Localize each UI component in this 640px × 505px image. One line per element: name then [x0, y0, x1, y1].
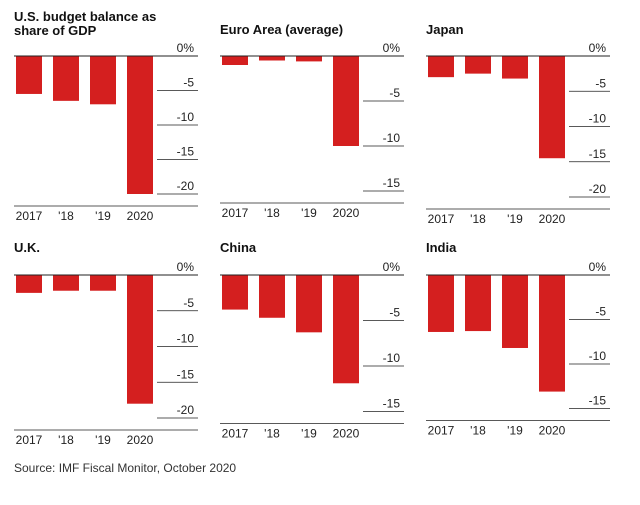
- x-tick-label: 2017: [16, 209, 43, 223]
- y-tick-label: -15: [177, 367, 195, 381]
- bar: [222, 56, 248, 65]
- chart-panel: Japan 0% -5 -10 -15 -20 2017 '18 '19 2020: [426, 22, 610, 226]
- x-tick-label: 2020: [333, 206, 360, 220]
- bar: [502, 275, 528, 348]
- y-tick-label: -20: [589, 182, 607, 196]
- panel-title: share of GDP: [14, 23, 97, 38]
- bar: [90, 275, 116, 291]
- x-tick-label: '19: [301, 427, 317, 441]
- bar: [127, 56, 153, 194]
- bar: [428, 275, 454, 332]
- bar: [90, 56, 116, 105]
- bar: [16, 56, 42, 94]
- x-tick-label: 2020: [127, 433, 154, 447]
- bar: [296, 56, 322, 62]
- x-tick-label: 2020: [127, 209, 154, 223]
- x-tick-label: 2017: [428, 212, 455, 226]
- x-tick-label: 2020: [333, 427, 360, 441]
- y-tick-label: -10: [177, 332, 195, 346]
- bar: [53, 275, 79, 291]
- x-tick-label: '18: [470, 212, 486, 226]
- y-tick-label: -20: [177, 403, 195, 417]
- bar: [428, 56, 454, 78]
- y-tick-label: -5: [183, 296, 194, 310]
- panel-title: U.K.: [14, 240, 40, 255]
- y-tick-label: -5: [595, 76, 606, 90]
- panel-title: U.S. budget balance as: [14, 9, 156, 24]
- y-tick-label: -10: [589, 112, 607, 126]
- y-tick-label: -5: [389, 86, 400, 100]
- x-tick-label: '19: [95, 433, 111, 447]
- x-tick-label: '18: [58, 209, 74, 223]
- panel-title: China: [220, 240, 257, 255]
- bar: [127, 275, 153, 404]
- chart-panel: India 0% -5 -10 -15 2017 '18 '19 2020: [426, 240, 610, 438]
- bar: [222, 275, 248, 310]
- panel-title: Euro Area (average): [220, 22, 343, 37]
- x-tick-label: 2017: [428, 424, 455, 438]
- panel-title: Japan: [426, 22, 464, 37]
- x-tick-label: 2020: [539, 212, 566, 226]
- y-tick-label: -5: [183, 76, 194, 90]
- chart-panel: U.K. 0% -5 -10 -15 -20 2017 '18 '19 2020: [14, 240, 198, 447]
- bar: [53, 56, 79, 101]
- x-tick-label: '18: [264, 427, 280, 441]
- y-tick-label: -5: [389, 306, 400, 320]
- x-tick-label: '18: [58, 433, 74, 447]
- chart-panel: Euro Area (average) 0% -5 -10 -15 2017 '18 '19 2…: [220, 22, 404, 220]
- x-tick-label: 2017: [222, 206, 249, 220]
- y-tick-label: 0%: [383, 41, 401, 55]
- y-tick-label: 0%: [383, 260, 401, 274]
- y-tick-label: -15: [589, 394, 607, 408]
- y-tick-label: 0%: [589, 41, 607, 55]
- y-tick-label: 0%: [589, 260, 607, 274]
- y-tick-label: -20: [177, 179, 195, 193]
- bar: [539, 275, 565, 392]
- bar: [259, 275, 285, 318]
- bar: [502, 56, 528, 79]
- x-tick-label: '19: [507, 424, 523, 438]
- y-tick-label: -15: [589, 147, 607, 161]
- bar: [259, 56, 285, 61]
- x-tick-label: 2017: [16, 433, 43, 447]
- x-tick-label: '19: [301, 206, 317, 220]
- bar: [465, 275, 491, 332]
- y-tick-label: -10: [177, 110, 195, 124]
- bar: [333, 275, 359, 384]
- x-tick-label: 2017: [222, 427, 249, 441]
- y-tick-label: 0%: [177, 41, 195, 55]
- bar: [465, 56, 491, 74]
- y-tick-label: -15: [383, 397, 401, 411]
- y-tick-label: -15: [383, 176, 401, 190]
- bar: [16, 275, 42, 293]
- x-tick-label: '18: [470, 424, 486, 438]
- x-tick-label: 2020: [539, 424, 566, 438]
- y-tick-label: -15: [177, 145, 195, 159]
- source-note: Source: IMF Fiscal Monitor, October 2020: [14, 461, 237, 475]
- panel-title: India: [426, 240, 457, 255]
- chart-panel: China 0% -5 -10 -15 2017 '18 '19 2020: [220, 240, 404, 441]
- bar: [333, 56, 359, 146]
- y-tick-label: -5: [595, 305, 606, 319]
- y-tick-label: -10: [383, 131, 401, 145]
- x-tick-label: '19: [95, 209, 111, 223]
- y-tick-label: -10: [383, 351, 401, 365]
- x-tick-label: '18: [264, 206, 280, 220]
- y-tick-label: 0%: [177, 260, 195, 274]
- bar: [539, 56, 565, 159]
- bar: [296, 275, 322, 333]
- y-tick-label: -10: [589, 349, 607, 363]
- x-tick-label: '19: [507, 212, 523, 226]
